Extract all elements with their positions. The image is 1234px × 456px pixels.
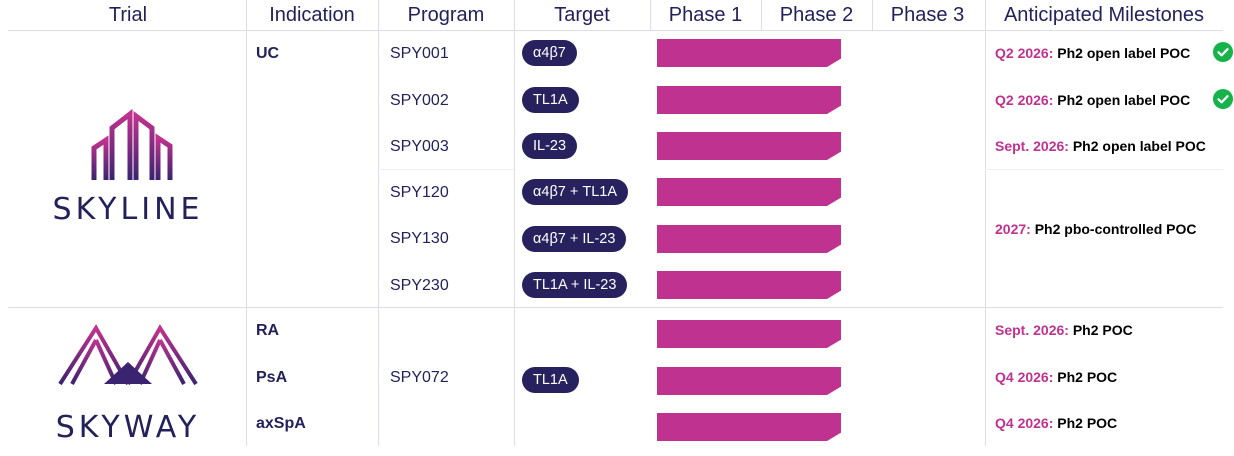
milestone-text: Ph2 open label POC [1057,92,1191,108]
milestone-text: Ph2 POC [1057,369,1118,385]
milestone-text: Ph2 open label POC [1072,138,1206,154]
program-spy130: SPY130 [390,230,449,247]
milestone: 2027: Ph2 pbo-controlled POC [995,221,1196,237]
target-pill: IL-23 [522,133,578,159]
divider [761,0,762,30]
header-trial: Trial [108,4,148,26]
divider [985,0,986,446]
skyway-bridge-icon [48,324,208,387]
phase-progress-bar [657,178,841,206]
skyline-logo-text: SKYLINE [52,192,204,227]
milestone: Sept. 2026: Ph2 open label POC [995,138,1206,154]
phase-progress-bar [657,413,841,441]
phase-progress-bar [657,39,841,67]
divider [378,169,514,170]
phase-progress-bar [657,320,841,348]
header-program: Program [407,4,485,26]
indication-psa: PsA [256,369,288,386]
milestone-text: Ph2 open label POC [1057,45,1191,61]
milestone-date: Q4 2026: [995,415,1054,431]
milestone: Sept. 2026: Ph2 POC [995,322,1133,338]
check-circle-icon [1213,89,1233,109]
divider [246,0,247,446]
milestone-date: Sept. 2026: [995,138,1069,154]
milestone: Q4 2026: Ph2 POC [995,369,1117,385]
target-pill: TL1A [522,87,579,113]
target-pill: α4β7 + IL-23 [522,226,627,252]
divider [378,0,379,446]
milestone-date: Sept. 2026: [995,322,1069,338]
skyway-logo-text: SKYWAY [55,410,201,445]
program-spy002: SPY002 [390,92,449,109]
check-circle-icon [1213,42,1233,62]
phase-progress-bar [657,225,841,253]
header-phase1: Phase 1 [668,4,743,26]
skyway-logo: SKYWAY [20,318,236,448]
divider [872,0,873,30]
phase-progress-bar [657,367,841,395]
milestone-date: Q4 2026: [995,369,1054,385]
header-milestones: Anticipated Milestones [1003,4,1205,26]
divider [514,0,515,446]
header-target: Target [554,4,610,26]
milestone-text: Ph2 pbo-controlled POC [1034,221,1197,237]
program-spy003: SPY003 [390,138,449,155]
phase-progress-bar [657,271,841,299]
skyline-buildings-icon [91,108,173,180]
target-pill: α4β7 + TL1A [522,179,629,205]
milestone-text: Ph2 POC [1057,415,1118,431]
phase-progress-bar [657,86,841,114]
divider [650,0,651,30]
target-pill: α4β7 [522,40,577,66]
target-pill: TL1A [522,367,579,393]
divider [985,169,1223,170]
program-spy001: SPY001 [390,45,449,62]
program-spy072: SPY072 [390,369,449,386]
section-divider [8,307,1223,308]
header-phase3: Phase 3 [890,4,965,26]
indication-uc: UC [256,45,280,62]
skyline-logo: SKYLINE [20,100,236,230]
indication-ra: RA [256,322,280,339]
milestone: Q4 2026: Ph2 POC [995,415,1117,431]
milestone-date: Q2 2026: [995,92,1054,108]
milestone-date: 2027: [995,221,1031,237]
program-spy120: SPY120 [390,184,449,201]
program-spy230: SPY230 [390,277,449,294]
indication-axspa: axSpA [256,415,306,432]
header-divider [8,30,1223,31]
target-pill: TL1A + IL-23 [522,272,628,298]
header-indication: Indication [269,4,355,26]
phase-progress-bar [657,132,841,160]
milestone: Q2 2026: Ph2 open label POC [995,92,1190,108]
milestone: Q2 2026: Ph2 open label POC [995,45,1190,61]
milestone-date: Q2 2026: [995,45,1054,61]
milestone-text: Ph2 POC [1072,322,1133,338]
header-phase2: Phase 2 [779,4,854,26]
